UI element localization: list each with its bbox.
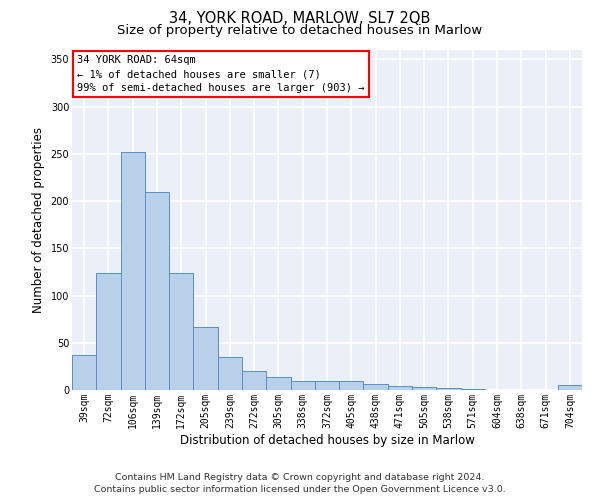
Bar [218,357,242,390]
Bar [364,384,388,390]
Bar [169,273,193,390]
Bar [388,386,412,390]
Bar [121,152,145,390]
Bar [558,386,582,390]
Text: 34 YORK ROAD: 64sqm
← 1% of detached houses are smaller (7)
99% of semi-detached: 34 YORK ROAD: 64sqm ← 1% of detached hou… [77,55,365,93]
Bar [461,389,485,390]
Text: Contains HM Land Registry data © Crown copyright and database right 2024.
Contai: Contains HM Land Registry data © Crown c… [94,472,506,494]
Bar [96,273,121,390]
Bar [193,326,218,390]
Bar [145,192,169,390]
Bar [266,377,290,390]
Text: 34, YORK ROAD, MARLOW, SL7 2QB: 34, YORK ROAD, MARLOW, SL7 2QB [169,11,431,26]
Text: Size of property relative to detached houses in Marlow: Size of property relative to detached ho… [118,24,482,37]
X-axis label: Distribution of detached houses by size in Marlow: Distribution of detached houses by size … [179,434,475,446]
Bar [315,380,339,390]
Bar [412,387,436,390]
Bar [290,380,315,390]
Bar [436,388,461,390]
Bar [72,355,96,390]
Y-axis label: Number of detached properties: Number of detached properties [32,127,45,313]
Bar [339,380,364,390]
Bar [242,371,266,390]
